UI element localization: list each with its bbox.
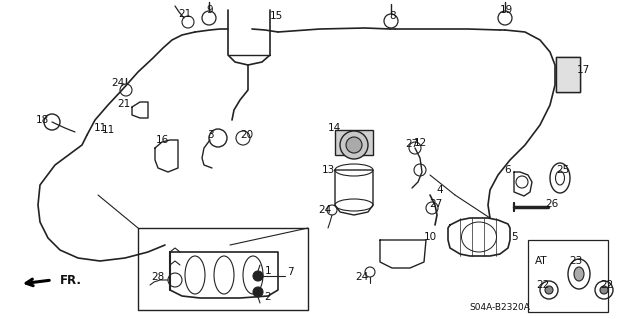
Text: 21: 21 [117, 99, 131, 109]
Text: 17: 17 [577, 65, 589, 75]
Text: 22: 22 [600, 280, 614, 290]
Text: 3: 3 [207, 130, 213, 140]
Text: 10: 10 [424, 232, 436, 242]
Text: 6: 6 [505, 165, 511, 175]
Text: 19: 19 [499, 5, 513, 15]
Text: 8: 8 [390, 11, 396, 21]
Text: 14: 14 [328, 123, 340, 133]
Text: 26: 26 [545, 199, 559, 209]
Text: 23: 23 [570, 256, 582, 266]
Text: 20: 20 [241, 130, 253, 140]
Bar [556, 57, 580, 92]
Text: 15: 15 [269, 11, 283, 21]
Text: FR.: FR. [60, 275, 82, 287]
Text: 24: 24 [355, 272, 369, 282]
Circle shape [600, 286, 608, 294]
Text: 13: 13 [321, 165, 335, 175]
Text: 18: 18 [35, 115, 49, 125]
Text: 4: 4 [436, 185, 444, 195]
Text: 21: 21 [179, 9, 191, 19]
Text: S04A-B2320A: S04A-B2320A [470, 302, 531, 311]
Text: 5: 5 [512, 232, 518, 242]
Circle shape [340, 131, 368, 159]
Bar [335, 130, 373, 155]
Text: 24: 24 [111, 78, 125, 88]
Text: 9: 9 [207, 5, 213, 15]
Text: 24: 24 [318, 205, 332, 215]
Circle shape [545, 286, 553, 294]
Text: 27: 27 [405, 139, 419, 149]
Text: 2: 2 [265, 292, 271, 302]
Circle shape [253, 271, 263, 281]
Text: 25: 25 [556, 165, 570, 175]
Text: 22: 22 [536, 280, 550, 290]
Circle shape [346, 137, 362, 153]
Text: 1: 1 [265, 266, 271, 276]
Text: 11: 11 [93, 123, 107, 133]
Ellipse shape [574, 267, 584, 281]
Circle shape [253, 287, 263, 297]
Text: 28: 28 [152, 272, 164, 282]
Text: 7: 7 [287, 267, 293, 277]
Text: 27: 27 [429, 199, 443, 209]
Bar [528, 240, 608, 312]
Text: 16: 16 [156, 135, 168, 145]
Text: 12: 12 [413, 138, 427, 148]
Text: AT: AT [534, 256, 547, 266]
Text: 11: 11 [101, 125, 115, 135]
